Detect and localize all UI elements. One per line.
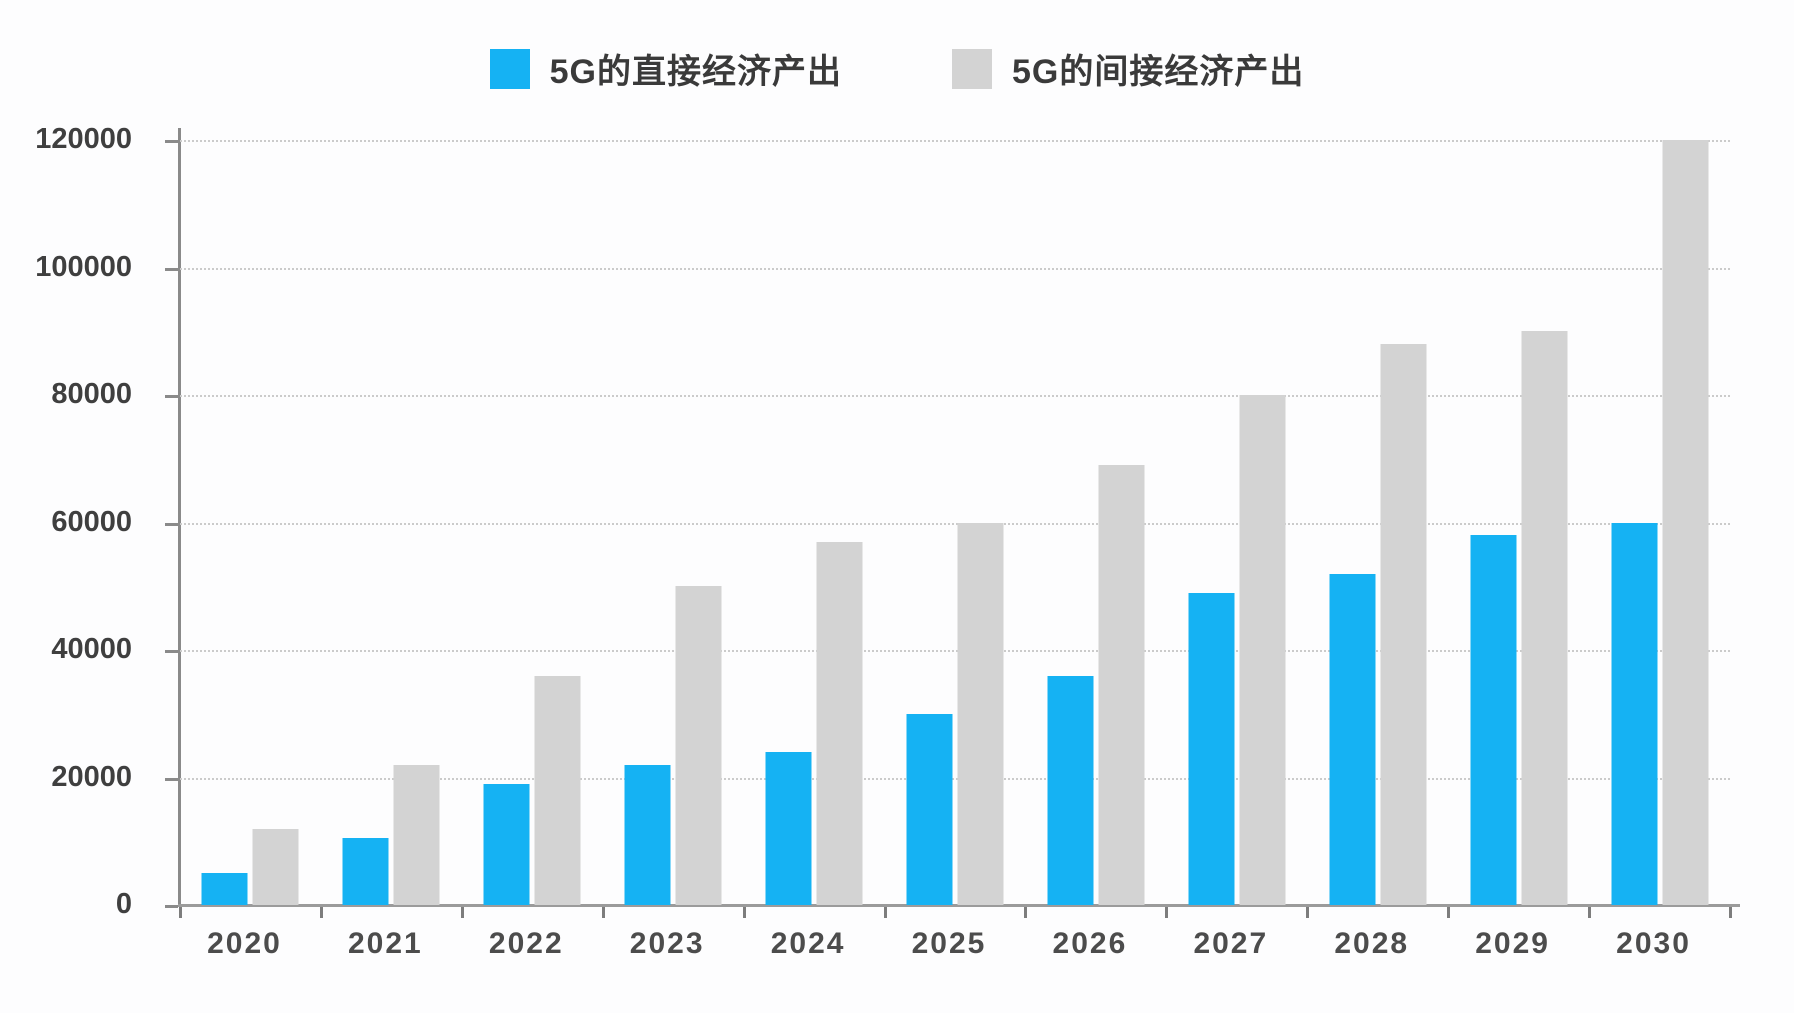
bar-direct-2030 xyxy=(1611,522,1658,905)
bar-direct-2020 xyxy=(201,873,248,905)
x-axis-tick xyxy=(460,907,464,918)
y-axis-label-0: 0 xyxy=(115,888,132,920)
gridline-20000 xyxy=(180,777,1730,780)
plot-area: 0 20000 40000 60000 80000 100000 120000 2020 202… xyxy=(35,123,1740,960)
x-axis-tick xyxy=(1024,907,1028,918)
bar-indirect-2029 xyxy=(1521,331,1568,905)
bar-group-2030 xyxy=(1611,140,1709,905)
gridline-40000 xyxy=(180,650,1730,652)
x-axis-label-2025: 2025 xyxy=(911,927,987,960)
gridline-80000 xyxy=(180,395,1730,397)
x-axis-tick xyxy=(742,907,746,918)
legend-label-direct: 5G的直接经济产出 xyxy=(549,53,842,91)
bar-indirect-2020 xyxy=(252,828,299,905)
y-axis-label-80000: 80000 xyxy=(51,378,132,410)
x-axis-label-2029: 2029 xyxy=(1475,927,1550,960)
y-axis-tick-20000 xyxy=(165,777,178,781)
bar-indirect-2028 xyxy=(1380,344,1427,905)
bar-group-2025 xyxy=(906,522,1004,905)
bar-direct-2023 xyxy=(624,764,671,905)
y-axis-label-40000: 40000 xyxy=(51,633,132,665)
bar-direct-2024 xyxy=(765,752,812,905)
bar-direct-2022 xyxy=(483,783,530,905)
bar-group-2023 xyxy=(624,586,722,905)
bar-direct-2021 xyxy=(342,838,389,905)
bar-group-2021 xyxy=(342,764,440,905)
y-axis-label-120000: 120000 xyxy=(35,123,132,155)
y-axis-tick-60000 xyxy=(165,522,178,526)
y-axis-tick-120000 xyxy=(165,140,178,143)
x-axis-tick xyxy=(319,907,323,918)
y-axis-tick-0 xyxy=(165,905,178,908)
gridline-100000 xyxy=(180,267,1730,270)
bar-group-2022 xyxy=(483,675,581,905)
y-axis-label-20000: 20000 xyxy=(51,760,132,793)
x-axis-label-2028: 2028 xyxy=(1334,927,1410,960)
bar-direct-2027 xyxy=(1188,592,1235,905)
x-axis-label-2022: 2022 xyxy=(488,927,564,960)
gridline-120000 xyxy=(180,140,1730,142)
bar-indirect-2030 xyxy=(1662,140,1709,905)
bar-indirect-2024 xyxy=(816,541,863,905)
y-axis-tick-100000 xyxy=(165,267,178,271)
bar-indirect-2026 xyxy=(1098,465,1145,905)
x-axis-line xyxy=(178,904,1740,907)
bar-direct-2028 xyxy=(1329,573,1376,905)
x-axis-label-2021: 2021 xyxy=(347,927,423,960)
bar-group-2026 xyxy=(1047,465,1145,905)
legend-swatch-direct-icon xyxy=(489,48,530,89)
x-axis-tick xyxy=(883,907,887,918)
legend: 5G的直接经济产出 5G的间接经济产出 xyxy=(0,44,1794,93)
bar-indirect-2025 xyxy=(957,522,1004,905)
legend-item-direct: 5G的直接经济产出 xyxy=(489,44,842,93)
x-axis-label-2027: 2027 xyxy=(1193,927,1269,960)
x-axis-label-2030: 2030 xyxy=(1616,927,1691,960)
bar-indirect-2023 xyxy=(675,586,722,905)
bar-direct-2026 xyxy=(1047,675,1094,905)
y-axis-tick-80000 xyxy=(165,395,178,398)
bar-group-2024 xyxy=(765,541,863,905)
x-axis-label-2026: 2026 xyxy=(1052,927,1128,960)
legend-label-indirect: 5G的间接经济产出 xyxy=(1012,53,1305,91)
x-axis-tick xyxy=(601,907,605,918)
x-axis-tick xyxy=(1306,907,1310,918)
y-axis-label-100000: 100000 xyxy=(35,250,132,283)
bar-indirect-2022 xyxy=(534,675,581,905)
bar-group-2020 xyxy=(201,828,299,905)
y-axis-line xyxy=(178,128,181,907)
x-axis-tick xyxy=(179,907,182,918)
y-axis-tick-40000 xyxy=(165,650,178,653)
bar-indirect-2021 xyxy=(393,764,440,905)
legend-swatch-indirect-icon xyxy=(952,48,992,89)
y-axis-label-60000: 60000 xyxy=(51,505,132,538)
x-axis-tick xyxy=(1729,907,1732,918)
x-axis-label-2020: 2020 xyxy=(207,927,282,960)
x-axis-label-2024: 2024 xyxy=(770,927,846,960)
x-axis-tick xyxy=(1447,907,1451,918)
bar-group-2028 xyxy=(1329,344,1427,905)
gridline-60000 xyxy=(180,522,1730,525)
x-axis-tick xyxy=(1165,907,1169,918)
bar-indirect-2027 xyxy=(1239,395,1286,905)
x-axis-label-2023: 2023 xyxy=(629,927,705,960)
x-axis-tick xyxy=(1588,907,1592,918)
bar-group-2027 xyxy=(1188,395,1286,905)
legend-item-indirect: 5G的间接经济产出 xyxy=(952,44,1304,93)
bar-direct-2025 xyxy=(906,713,953,905)
bar-direct-2029 xyxy=(1470,535,1517,905)
bar-group-2029 xyxy=(1470,331,1568,905)
